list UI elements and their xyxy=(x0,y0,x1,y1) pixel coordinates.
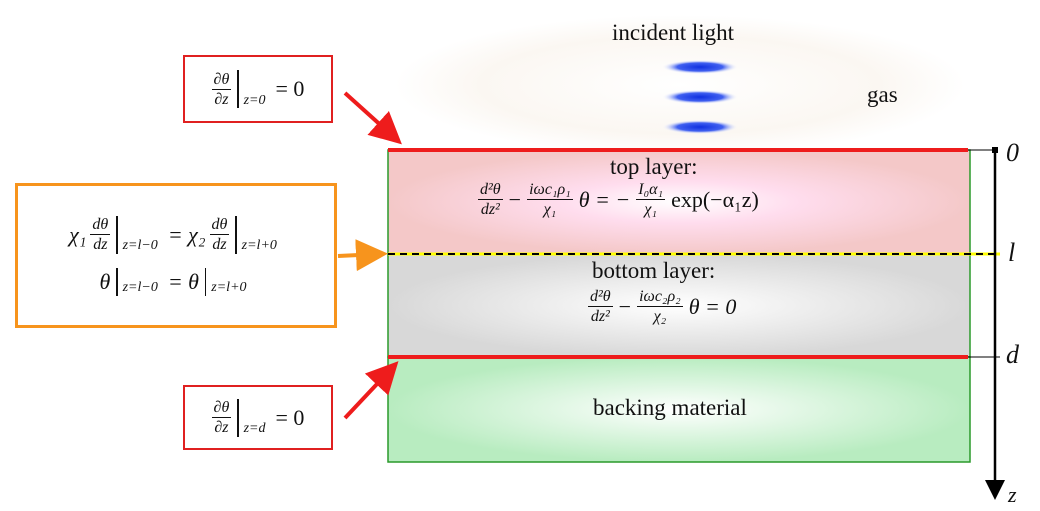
label: top layer: xyxy=(610,154,698,180)
light-pulse xyxy=(662,120,738,134)
den: χ₁ xyxy=(644,200,657,219)
num: iωc₁ρ₁ xyxy=(527,180,573,200)
subscript: z=l−0 xyxy=(123,238,158,254)
num: iωc₂ρ₂ xyxy=(637,287,683,307)
op: − xyxy=(619,294,631,320)
num: d²θ xyxy=(478,180,503,200)
term: θ xyxy=(99,269,110,295)
term: χ₁ xyxy=(69,222,86,248)
equation: ∂θ∂z z=0 = 0 xyxy=(212,70,305,109)
eval-bar xyxy=(237,399,238,437)
den: dz xyxy=(212,235,226,254)
label: bottom layer: xyxy=(592,258,715,284)
light-pulse xyxy=(662,60,738,74)
arrow xyxy=(345,93,396,139)
num: dθ xyxy=(90,215,110,235)
equation: θ z=l−0 = θ z=l+0 xyxy=(99,268,252,296)
subscript: z=d xyxy=(244,421,266,437)
arrow xyxy=(345,367,393,418)
equation: ∂θ∂z z=d = 0 xyxy=(212,398,305,437)
op: − xyxy=(509,187,521,213)
boundary-condition-box: ∂θ∂z z=0 = 0 xyxy=(183,55,333,123)
den: ∂z xyxy=(214,90,228,109)
subscript: z=0 xyxy=(244,93,266,109)
den: dz² xyxy=(481,200,500,219)
num: d²θ xyxy=(588,287,613,307)
eval-bar xyxy=(116,216,117,254)
den: dz xyxy=(93,235,107,254)
den: dz² xyxy=(591,307,610,326)
term: exp(−α₁z) xyxy=(671,187,759,213)
term: = χ₂ xyxy=(168,222,206,248)
eval-bar xyxy=(235,216,236,254)
num: ∂θ xyxy=(212,398,232,418)
term: θ = − xyxy=(579,187,631,213)
den: χ₂ xyxy=(654,307,667,326)
subscript: z=l+0 xyxy=(211,280,246,296)
label: backing material xyxy=(593,395,747,421)
term: = θ xyxy=(168,269,199,295)
den: ∂z xyxy=(214,418,228,437)
term: θ = 0 xyxy=(689,294,737,320)
den: χ₁ xyxy=(544,200,557,219)
subscript: z=l+0 xyxy=(242,238,277,254)
num: ∂θ xyxy=(212,70,232,90)
label: incident light xyxy=(612,20,734,46)
axis-label: l xyxy=(1008,238,1015,268)
num: dθ xyxy=(210,215,230,235)
light-pulse xyxy=(662,90,738,104)
num: I₀α₁ xyxy=(636,180,665,200)
eval-bar xyxy=(205,268,206,296)
term: = 0 xyxy=(276,405,305,431)
fraction: ∂θ∂z xyxy=(212,70,232,109)
fraction: ∂θ∂z xyxy=(212,398,232,437)
eval-bar xyxy=(237,70,238,108)
arrow xyxy=(338,254,380,256)
axis-label: d xyxy=(1006,340,1019,370)
boundary-condition-box: ∂θ∂z z=d = 0 xyxy=(183,385,333,450)
diagram: incident light gas top layer: bottom lay… xyxy=(0,0,1040,511)
subscript: z=l−0 xyxy=(123,280,158,296)
eval-bar xyxy=(116,268,117,296)
term: = 0 xyxy=(276,76,305,102)
label: gas xyxy=(867,82,898,108)
axis-label: z xyxy=(1008,482,1017,508)
axis-label: 0 xyxy=(1006,138,1019,168)
